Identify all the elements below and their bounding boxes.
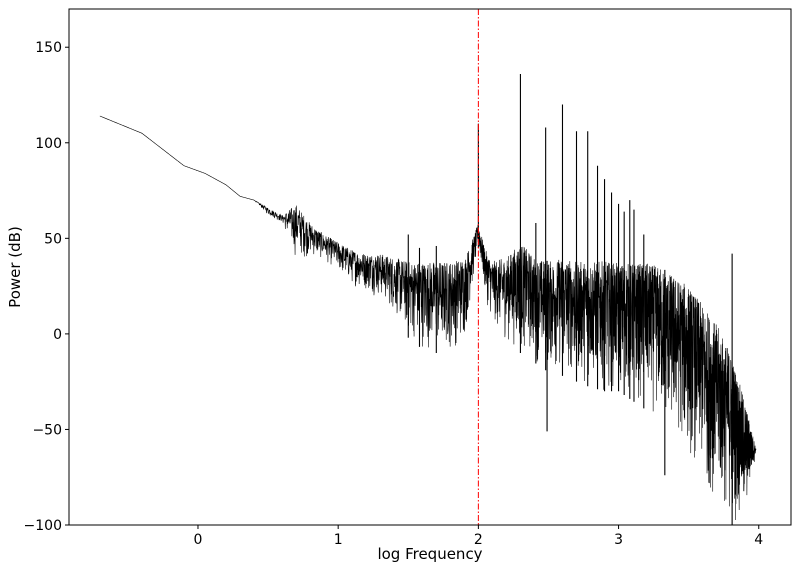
y-tick-label: −100 [24,518,62,534]
spectrum-line [100,116,756,520]
x-tick-label: 4 [754,532,763,548]
x-tick-label: 3 [614,532,623,548]
y-tick-label: −50 [32,422,62,438]
y-axis-label: Power (dB) [6,226,24,308]
x-axis-label: log Frequency [377,545,482,563]
x-tick-label: 1 [334,532,343,548]
y-tick-label: 0 [53,327,62,343]
y-tick-label: 100 [35,136,62,152]
y-tick-label: 150 [35,40,62,56]
x-tick-label: 0 [194,532,203,548]
y-tick-label: 50 [44,231,62,247]
plot-area [100,9,756,525]
